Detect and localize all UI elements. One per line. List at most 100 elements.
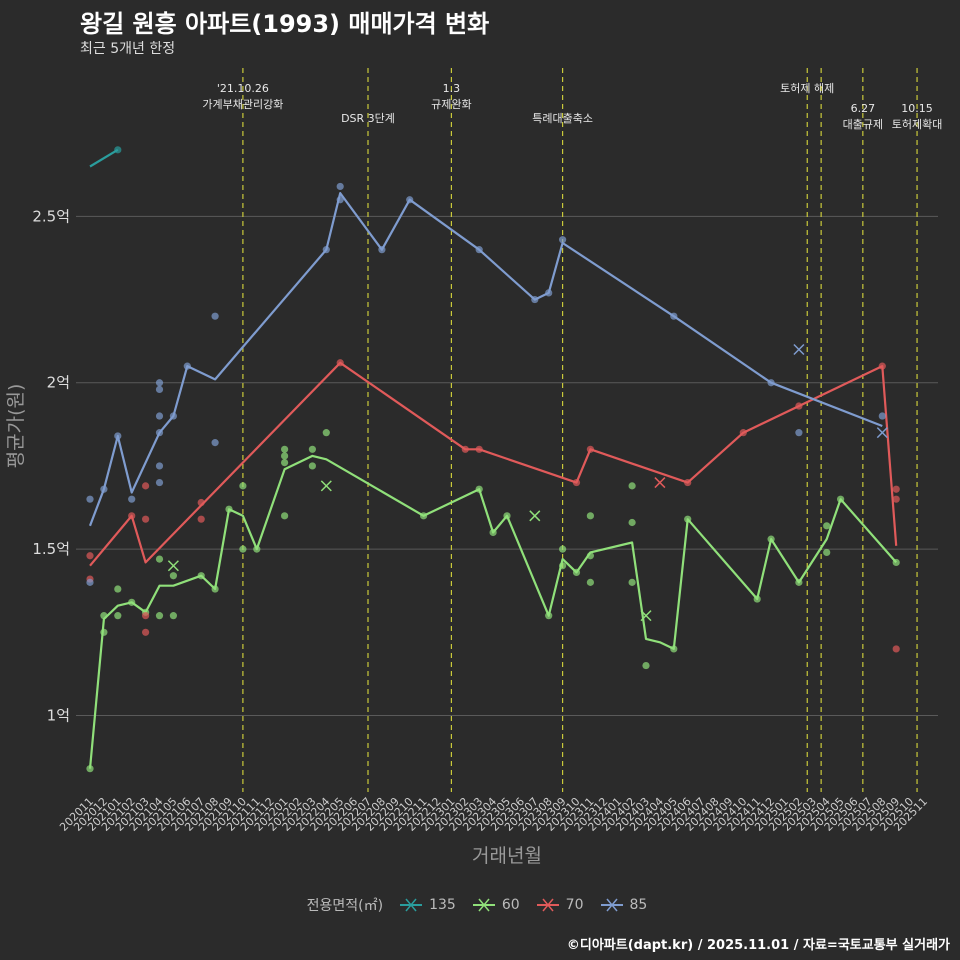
legend-label-85: 85 <box>629 897 648 913</box>
data-point <box>114 585 122 593</box>
data-point <box>239 482 247 490</box>
cancelled-marker <box>793 343 805 356</box>
event-label: 1.3 규제완화 <box>431 82 471 111</box>
data-point <box>86 765 94 773</box>
data-point <box>892 485 900 493</box>
event-label: 특례대출축소 <box>532 112 593 125</box>
legend-swatch-85-icon <box>600 898 623 912</box>
data-point <box>559 545 567 553</box>
legend-label-135: 135 <box>429 897 456 913</box>
legend-item-60[interactable]: 60 <box>472 897 520 913</box>
cancelled-marker <box>529 510 541 522</box>
event-label: 토허제 해제 <box>780 81 834 95</box>
cancelled-stroke <box>793 343 805 356</box>
legend-item-135[interactable]: 135 <box>399 897 456 913</box>
data-point <box>142 515 150 523</box>
legend: 전용면적(㎡) 135 60 70 85 <box>0 895 960 915</box>
cancelled-marker <box>876 427 888 439</box>
credit-text: ©디아파트(dapt.kr) / 2025.11.01 / 자료=국토교통부 실… <box>566 938 950 953</box>
chart-subtitle: 최근 5개년 한정 <box>80 41 176 57</box>
data-point <box>211 439 219 447</box>
data-point <box>114 612 122 620</box>
legend-swatch-60-icon <box>472 898 495 912</box>
legend-swatch-135-icon <box>400 898 423 912</box>
data-point <box>628 578 636 586</box>
y-tick-label: 1억 <box>47 706 70 724</box>
data-point <box>142 628 150 636</box>
data-point <box>142 612 150 620</box>
cancelled-stroke <box>167 560 179 572</box>
series-60 <box>86 429 900 773</box>
event-label: 10.15 토허제확대 <box>892 102 943 131</box>
cancelled-marker <box>654 477 666 489</box>
data-point <box>823 548 831 557</box>
series-70 <box>86 359 900 653</box>
cancelled-marker <box>167 560 179 572</box>
data-point <box>211 312 219 320</box>
legend-swatch-70-icon <box>536 898 559 912</box>
cancelled-marker <box>320 480 332 492</box>
event-label: '21.10.26 가계부채관리강화 <box>202 82 283 111</box>
data-point <box>892 645 900 653</box>
data-point <box>155 385 164 393</box>
series-85 <box>86 182 888 586</box>
data-point <box>239 545 247 553</box>
chart-title: 왕길 원흥 아파트(1993) 매매가격 변화 <box>80 10 490 38</box>
legend-item-70[interactable]: 70 <box>536 897 584 913</box>
cancelled-stroke <box>320 480 332 492</box>
data-point <box>586 512 595 520</box>
cancelled-stroke <box>654 477 666 489</box>
data-point <box>86 578 94 586</box>
data-point <box>155 412 164 420</box>
data-point <box>586 578 595 586</box>
data-point <box>155 462 164 470</box>
event-label: DSR 3단계 <box>341 112 395 125</box>
data-point <box>308 445 316 453</box>
y-tick-label: 2.5억 <box>32 207 70 225</box>
data-point <box>322 429 330 437</box>
data-point <box>642 661 650 670</box>
data-point <box>281 512 289 520</box>
data-point <box>142 482 150 490</box>
x-axis-title: 거래년월 <box>472 845 542 867</box>
data-point <box>281 445 289 453</box>
data-point <box>878 412 886 420</box>
y-axis-title: 평균가(원) <box>5 384 27 469</box>
data-point <box>892 495 900 503</box>
legend-title: 전용면적(㎡) <box>306 898 384 914</box>
cancelled-marker <box>640 610 652 622</box>
data-point <box>169 572 177 580</box>
data-point <box>86 495 94 503</box>
data-point <box>823 522 831 530</box>
data-point <box>197 515 205 523</box>
event-label: 6.27 대출규제 <box>843 102 883 131</box>
data-point <box>86 552 94 560</box>
data-point <box>795 429 803 437</box>
data-point <box>155 612 164 620</box>
series-line <box>88 192 883 527</box>
legend-label-60: 60 <box>501 897 520 913</box>
data-point <box>628 482 636 490</box>
series-line <box>88 454 898 769</box>
data-point <box>336 182 344 191</box>
data-point <box>169 612 177 620</box>
series-line <box>89 361 898 567</box>
data-point <box>155 555 164 563</box>
legend-label-70: 70 <box>565 897 584 913</box>
data-point <box>128 495 136 503</box>
cancelled-stroke <box>640 610 652 622</box>
series-135 <box>89 146 122 168</box>
data-point <box>628 518 636 527</box>
legend-item-85[interactable]: 85 <box>600 897 648 913</box>
y-tick-label: 2억 <box>47 374 70 392</box>
data-point <box>281 459 289 467</box>
cancelled-stroke <box>876 427 888 439</box>
data-point <box>308 462 316 470</box>
series-line <box>89 148 119 168</box>
data-point <box>155 379 164 387</box>
cancelled-stroke <box>529 510 541 522</box>
y-tick-label: 1.5억 <box>32 540 70 558</box>
data-point <box>559 236 567 244</box>
data-point <box>281 452 289 460</box>
